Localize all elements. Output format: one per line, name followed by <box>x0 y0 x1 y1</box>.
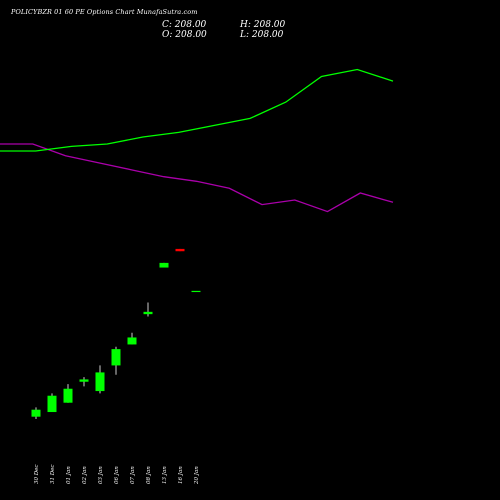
candle <box>47 393 57 413</box>
high-value: 208.00 <box>253 20 286 30</box>
candle-body <box>159 262 169 268</box>
ma-slow-line <box>0 143 394 213</box>
candle-body <box>191 290 201 293</box>
open-label: O: <box>162 30 173 40</box>
low-readout: L: 208.00 <box>240 30 283 40</box>
candle <box>159 262 169 268</box>
x-tick-label: 02 Jan <box>82 466 88 484</box>
chart-title: POLICYBZR 01 60 PE Options Chart MunafaS… <box>11 8 198 16</box>
candle-body <box>95 372 105 392</box>
candle-body <box>111 349 121 366</box>
candle <box>175 248 185 252</box>
candle <box>79 377 89 387</box>
x-tick-label: 01 Jan <box>66 466 72 484</box>
x-tick-label: 07 Jan <box>130 466 136 484</box>
open-readout: O: 208.00 <box>162 30 207 40</box>
candle <box>95 365 105 394</box>
high-label: H: <box>240 20 251 30</box>
low-value: 208.00 <box>251 30 284 40</box>
x-axis-ticks: 30 Dec 31 Dec 01 Jan 02 Jan 03 Jan 06 Jan 07 J… <box>34 465 200 486</box>
close-readout: C: 208.00 <box>162 20 206 30</box>
x-tick-label: 06 Jan <box>114 466 120 484</box>
ma-fast-line <box>0 68 394 152</box>
candle-body <box>175 248 185 252</box>
x-tick-label: 30 Dec <box>34 465 40 485</box>
x-tick-label: 08 Jan <box>146 466 152 484</box>
close-label: C: <box>162 20 172 30</box>
open-value: 208.00 <box>175 30 207 40</box>
candle <box>31 407 41 420</box>
candle <box>111 346 121 375</box>
candle <box>63 384 73 403</box>
moving-average-lines <box>0 68 394 213</box>
high-readout: H: 208.00 <box>240 20 285 30</box>
x-tick-label: 03 Jan <box>98 466 104 484</box>
candle-body <box>127 337 137 345</box>
candle <box>127 332 137 345</box>
x-tick-label: 13 Jan <box>162 466 168 484</box>
candle-body <box>143 311 153 315</box>
candle <box>143 302 153 317</box>
low-label: L: <box>240 30 250 40</box>
candle-body <box>31 409 41 417</box>
candle-body <box>47 395 57 413</box>
candles <box>31 248 201 420</box>
x-tick-label: 31 Dec <box>50 465 56 485</box>
candle-body <box>63 388 73 403</box>
x-tick-label: 20 Jan <box>194 466 200 485</box>
x-tick-label: 16 Jan <box>178 466 184 484</box>
candle <box>191 290 201 293</box>
close-value: 208.00 <box>174 20 207 30</box>
candle-body <box>79 379 89 382</box>
